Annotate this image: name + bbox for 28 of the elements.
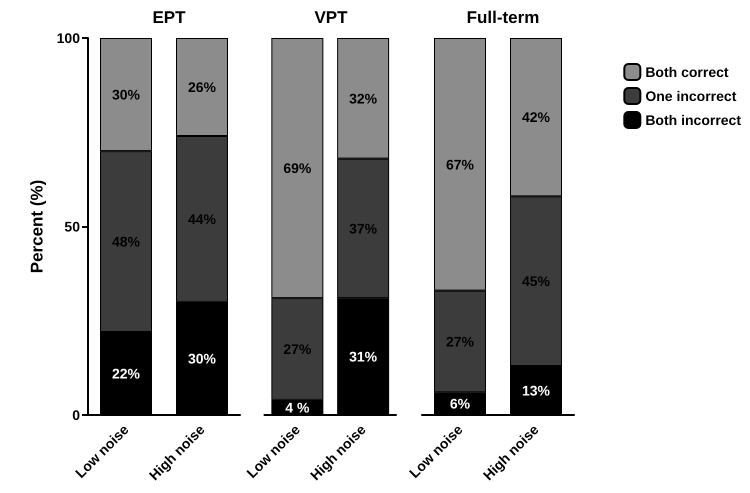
legend-label: Both correct <box>645 64 729 80</box>
data-label: 67% <box>446 156 475 172</box>
data-label: 30% <box>112 86 141 103</box>
y-tick-label: 100 <box>56 30 80 46</box>
data-label: 4 % <box>285 399 310 416</box>
data-label: 42% <box>522 109 551 126</box>
legend-label: Both incorrect <box>645 112 742 128</box>
y-tick-label: 0 <box>72 407 80 423</box>
data-label: 26% <box>188 79 217 96</box>
data-label: 13% <box>522 382 551 398</box>
data-label: 27% <box>283 341 312 358</box>
data-label: 48% <box>112 234 141 250</box>
data-label: 6% <box>450 396 471 412</box>
data-label: 27% <box>446 333 475 350</box>
data-label: 30% <box>188 350 217 366</box>
y-tick-label: 50 <box>64 218 80 234</box>
data-label: 45% <box>522 273 551 290</box>
data-label: 37% <box>349 220 378 236</box>
chart-title: EPT <box>152 8 186 27</box>
chart-title: VPT <box>314 8 348 27</box>
data-label: 31% <box>349 348 378 365</box>
data-label: 69% <box>283 160 312 176</box>
chart-title: Full-term <box>466 8 540 27</box>
legend-label: One incorrect <box>645 88 737 104</box>
data-label: 22% <box>112 366 141 382</box>
data-label: 32% <box>349 90 378 106</box>
y-axis-title: Percent (%) <box>28 180 47 274</box>
data-label: 44% <box>188 210 217 227</box>
